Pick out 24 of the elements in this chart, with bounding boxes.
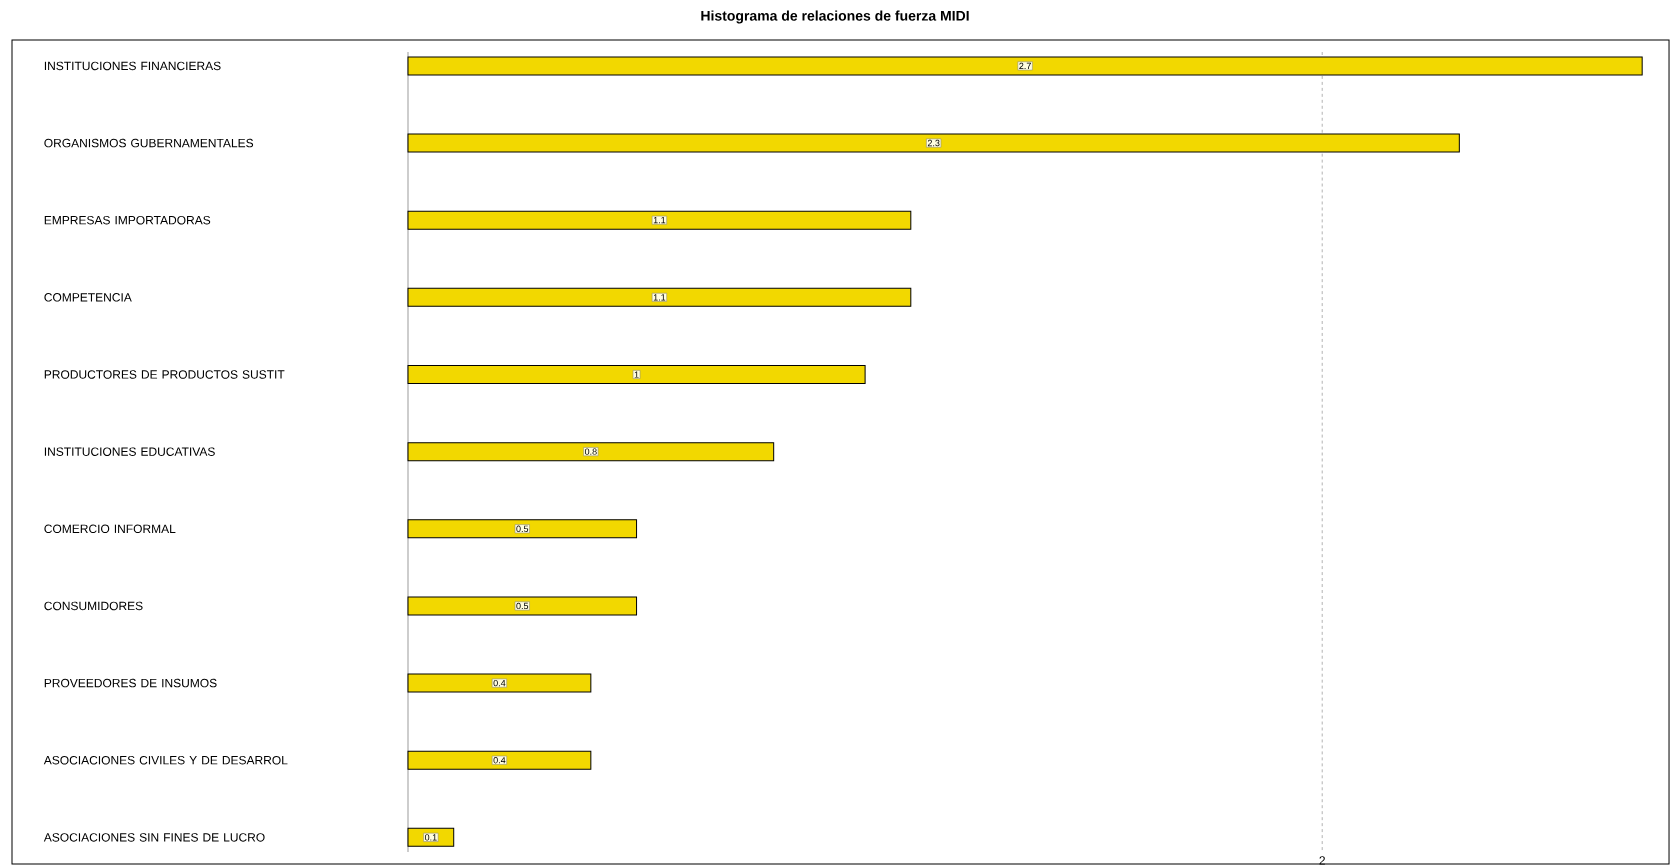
data-label: 1.1: [653, 294, 666, 301]
y-tick-label: COMERCIO INFORMAL: [44, 524, 176, 534]
y-tick-label: INSTITUCIONES EDUCATIVAS: [44, 447, 215, 456]
y-tick-label: INSTITUCIONES FINANCIERAS: [44, 61, 221, 71]
y-tick-label: ASOCIACIONES SIN FINES DE LUCRO: [43, 833, 265, 842]
y-tick-label: COMPETENCIA: [44, 293, 132, 302]
y-tick-label: EMPRESAS IMPORTADORAS: [44, 215, 211, 225]
y-tick-label: PROVEEDORES DE INSUMOS: [44, 678, 217, 688]
data-label: 0.5: [516, 602, 529, 610]
y-tick-label: ASOCIACIONES CIVILES Y DE DESARROL: [43, 755, 288, 765]
y-tick-label: CONSUMIDORES: [44, 601, 143, 611]
data-label: 0.1: [424, 834, 437, 841]
data-label: 0.5: [516, 525, 529, 532]
data-label: 1.1: [653, 217, 666, 224]
data-label: 2.3: [927, 139, 940, 147]
data-label: 2.7: [1019, 62, 1031, 70]
data-label: 0.4: [493, 757, 506, 764]
data-label: 1: [634, 371, 639, 378]
data-label: 0.8: [584, 448, 597, 455]
chart-title: Histograma de relaciones de fuerza MIDI: [701, 10, 969, 24]
data-label: 0.4: [493, 679, 506, 687]
x-tick-label: 2: [1319, 856, 1325, 865]
y-tick-label: ORGANISMOS GUBERNAMENTALES: [44, 138, 254, 148]
y-tick-label: PRODUCTORES DE PRODUCTOS SUSTIT: [44, 370, 285, 379]
